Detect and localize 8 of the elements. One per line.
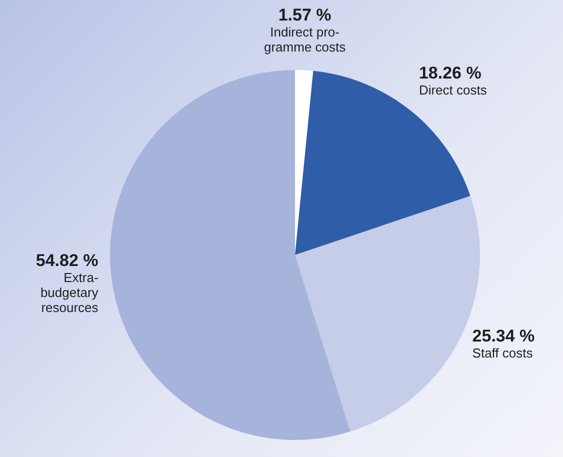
- slice-label: Extra- budgetary resources: [40, 270, 99, 316]
- slice-label: Indirect pro- gramme costs: [264, 24, 346, 54]
- data-label: 54.82 %: [36, 251, 98, 270]
- data-label: 18.26 %: [418, 64, 482, 82]
- data-label: 25.34 %: [472, 326, 535, 346]
- slice-label: Staff costs: [472, 345, 534, 360]
- slice-label: Direct costs: [418, 82, 488, 98]
- data-label: 1.57 %: [278, 5, 332, 24]
